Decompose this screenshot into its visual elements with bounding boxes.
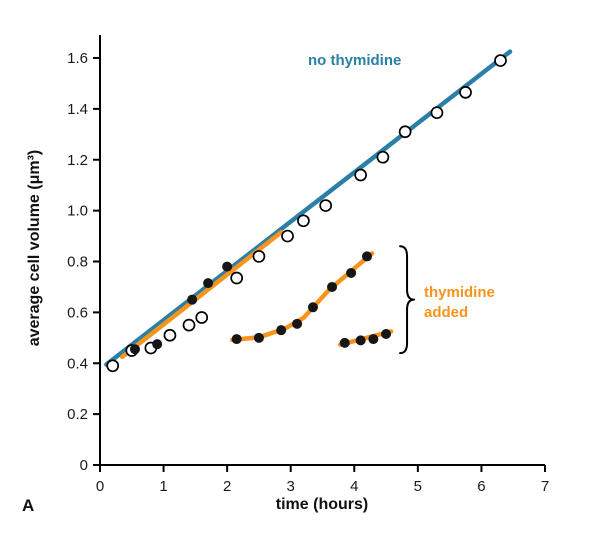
y-tick-label: 1.6 xyxy=(67,50,88,67)
data-point-thymidine-seg2 xyxy=(362,251,372,262)
x-axis-title: time (hours) xyxy=(275,496,369,513)
x-tick-label: 5 xyxy=(414,478,422,495)
annotation-no-thymidine: no thymidine xyxy=(308,52,402,69)
annotation-thymidine-added: thymidine added xyxy=(424,283,495,322)
data-point-thymidine-seg3 xyxy=(381,328,392,339)
data-point-no-thymidine xyxy=(281,229,294,243)
x-tick-label: 6 xyxy=(477,478,485,495)
data-point-no-thymidine xyxy=(354,168,367,182)
x-tick-label: 3 xyxy=(287,478,295,495)
x-tick-label: 2 xyxy=(223,478,231,495)
data-point-thymidine-seg2 xyxy=(346,267,357,278)
data-point-thymidine-seg3 xyxy=(339,337,350,348)
data-point-thymidine-seg2 xyxy=(327,281,338,292)
y-tick-label: 1.4 xyxy=(67,101,88,118)
data-point-no-thymidine xyxy=(106,359,120,373)
data-point-no-thymidine xyxy=(398,125,412,139)
data-point-no-thymidine xyxy=(459,85,472,99)
data-point-no-thymidine xyxy=(195,311,209,324)
data-point-no-thymidine xyxy=(494,54,507,67)
data-point-no-thymidine xyxy=(376,150,390,164)
data-point-no-thymidine xyxy=(230,271,244,285)
y-tick-label: 1.2 xyxy=(67,152,88,169)
data-point-no-thymidine xyxy=(163,328,177,342)
y-axis-title: average cell volume (μm³) xyxy=(26,149,43,347)
data-point-thymidine-seg2 xyxy=(276,325,287,336)
y-tick-label: 1.0 xyxy=(67,203,88,220)
y-tick-label: 0 xyxy=(80,457,88,474)
panel-label: A xyxy=(22,496,35,515)
data-point-no-thymidine xyxy=(319,199,333,212)
data-point-thymidine-seg2 xyxy=(307,302,318,313)
x-tick-label: 0 xyxy=(96,478,104,495)
data-point-no-thymidine xyxy=(182,318,196,332)
data-point-thymidine-seg2 xyxy=(292,318,303,329)
series-line-thymidine-seg2 xyxy=(229,251,375,343)
data-point-no-thymidine xyxy=(297,214,310,228)
data-point-thymidine-seg2 xyxy=(231,334,242,345)
data-point-thymidine-seg1 xyxy=(129,344,140,355)
data-point-no-thymidine xyxy=(252,250,266,263)
y-tick-label: 0.8 xyxy=(67,254,88,271)
data-point-thymidine-seg2 xyxy=(253,332,264,343)
y-tick-label: 0.4 xyxy=(67,355,88,372)
series-line-no-thymidine xyxy=(104,49,513,367)
axes xyxy=(99,35,545,466)
y-tick-label: 0.2 xyxy=(67,406,88,423)
brace xyxy=(399,245,416,355)
x-tick-label: 4 xyxy=(350,478,358,495)
x-tick-label: 7 xyxy=(541,478,549,495)
data-point-thymidine-seg3 xyxy=(368,334,379,345)
data-point-thymidine-seg1 xyxy=(203,278,214,289)
y-tick-label: 0.6 xyxy=(67,304,88,321)
data-point-thymidine-seg1 xyxy=(222,261,233,272)
data-point-no-thymidine xyxy=(430,106,444,120)
annotation-thymidine-line1: thymidine xyxy=(424,284,495,301)
x-tick-label: 1 xyxy=(159,478,167,495)
annotation-thymidine-line2: added xyxy=(424,303,469,321)
data-point-thymidine-seg1 xyxy=(187,294,198,305)
data-point-thymidine-seg3 xyxy=(355,335,366,346)
data-point-thymidine-seg1 xyxy=(152,339,163,350)
